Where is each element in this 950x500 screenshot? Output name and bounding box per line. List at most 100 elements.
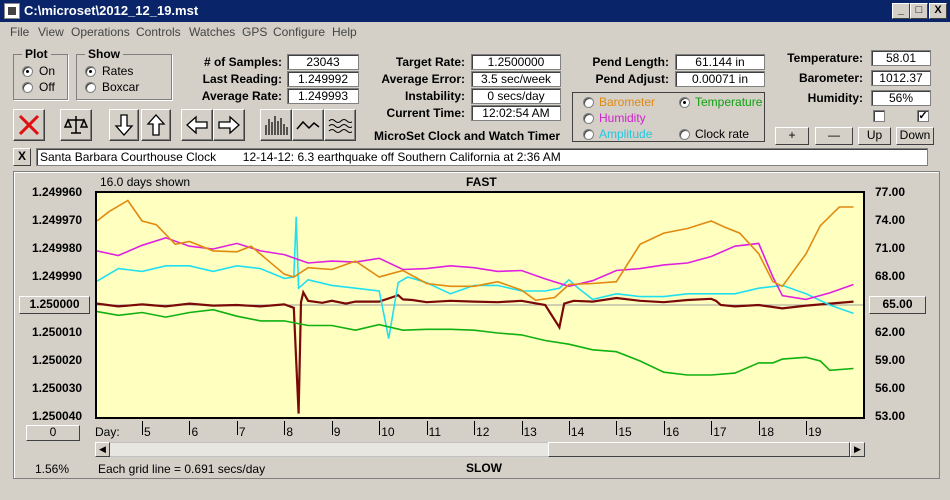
histogram-button[interactable] [260,109,292,141]
series-barometer-radio[interactable] [583,97,594,108]
pend-length-label: Pend Length: [592,55,669,69]
x-tick-label: 17 [713,425,727,439]
x-tick-label: 15 [618,425,632,439]
center-right-button[interactable]: 65.00 [869,296,926,314]
x-tick-label: 18 [760,425,774,439]
x-tick-label: 13 [523,425,537,439]
last-reading-field: 1.249992 [287,71,359,87]
series-humidity-label: Humidity [599,111,646,125]
average-rate-label: Average Rate: [201,89,282,103]
last-reading-label: Last Reading: [202,72,282,86]
average-error-label: Average Error: [381,72,465,86]
y-right-tick: 71.00 [875,241,906,255]
arrow-left-icon [186,115,208,135]
move-up-button[interactable] [141,109,171,141]
temperature-field: 58.01 [871,50,931,66]
message-bar: Santa Barbara Courthouse Clock 12-14-12:… [36,148,928,166]
menu-view[interactable]: View [38,25,64,39]
x-tick-mark [379,421,381,435]
fast-label: FAST [466,175,497,189]
plot-off-radio[interactable] [22,82,33,93]
instability-label: Instability: [404,89,465,103]
x-tick-mark [474,421,476,435]
series-temperature-label: Temperature [695,95,763,109]
y-left-tick: 1.249960 [32,185,83,199]
close-button[interactable]: X [929,3,947,19]
checkbox-b[interactable]: ✓ [917,110,929,122]
show-rates-radio[interactable] [85,66,96,77]
balance-scale-icon [64,116,88,134]
wave-icon [328,119,352,133]
x-tick-mark [616,421,618,435]
maximize-button[interactable]: □ [910,3,928,19]
down-button[interactable]: Down [896,127,934,145]
move-down-button[interactable] [109,109,139,141]
wave-button[interactable] [324,109,356,141]
move-left-button[interactable] [181,109,213,141]
scroll-left-button[interactable]: ◀ [95,442,110,457]
x-tick-label: 14 [570,425,585,439]
horizontal-scrollbar[interactable]: ◀ ▶ [95,442,865,457]
show-boxcar-radio[interactable] [85,82,96,93]
current-time-label: Current Time: [386,106,465,120]
menu-gps[interactable]: GPS [242,25,268,39]
menu-file[interactable]: File [10,25,30,39]
series-line-humidity [97,236,854,301]
series-amplitude-radio[interactable] [583,129,594,140]
menu-watches[interactable]: Watches [189,25,236,39]
x-tick-label: 10 [381,425,395,439]
checkbox-a[interactable] [873,110,885,122]
minimize-button[interactable]: _ [892,3,910,19]
balance-button[interactable] [60,109,92,141]
instability-field: 0 secs/day [471,88,561,104]
series-temperature-radio[interactable] [679,97,690,108]
app-title: MicroSet Clock and Watch Timer [374,129,561,143]
y-left-tick: 1.249970 [32,213,83,227]
window-title: C:\microset\2012_12_19.mst [24,3,199,18]
chart-panel [13,171,940,479]
y-left-tick: 1.250020 [32,353,83,367]
zero-button[interactable]: 0 [26,425,80,441]
menu-operations[interactable]: Operations [71,25,130,39]
pend-adjust-field: 0.00071 in [675,71,765,87]
menu-bar: File View Operations Controls Watches GP… [0,22,950,42]
plot-on-label: On [39,64,56,78]
y-right-tick: 56.00 [875,381,906,395]
plus-button[interactable]: + [775,127,809,145]
samples-field: 23043 [287,54,359,70]
y-right-tick: 74.00 [875,213,906,227]
show-rates-label: Rates [102,64,134,78]
day-label: Day: [95,425,120,439]
x-tick-label: 8 [286,425,294,439]
line-graph-button[interactable] [292,109,324,141]
up-button[interactable]: Up [858,127,891,145]
y-right-tick: 62.00 [875,325,906,339]
histogram-icon [265,116,288,135]
center-left-button[interactable]: 1.250000 [19,296,90,314]
x-tick-label: 9 [333,425,341,439]
menu-configure[interactable]: Configure [273,25,326,39]
plot-group-title: Plot [22,47,51,61]
menu-help[interactable]: Help [332,25,357,39]
barometer-label: Barometer: [798,71,863,85]
average-rate-field: 1.249993 [287,88,359,104]
clear-message-button[interactable]: X [13,148,31,166]
menu-controls[interactable]: Controls [136,25,181,39]
x-tick-label: 6 [191,425,199,439]
barometer-field: 1012.37 [871,70,931,86]
scroll-thumb[interactable] [548,442,850,457]
move-right-button[interactable] [213,109,245,141]
minus-button[interactable]: — [815,127,853,145]
scroll-right-button[interactable]: ▶ [850,442,865,457]
slow-label: SLOW [466,461,502,475]
x-tick-label: 16 [665,425,680,439]
humidity-field: 56% [871,90,931,106]
plot-on-radio[interactable] [22,66,33,77]
x-tick-mark [711,421,713,435]
current-time-field: 12:02:54 AM [471,105,561,121]
series-humidity-radio[interactable] [583,113,594,124]
stop-button[interactable] [13,109,45,141]
series-clockrate-radio[interactable] [679,129,690,140]
temperature-label: Temperature: [787,51,863,65]
grid-note: Each grid line = 0.691 secs/day [98,462,266,476]
